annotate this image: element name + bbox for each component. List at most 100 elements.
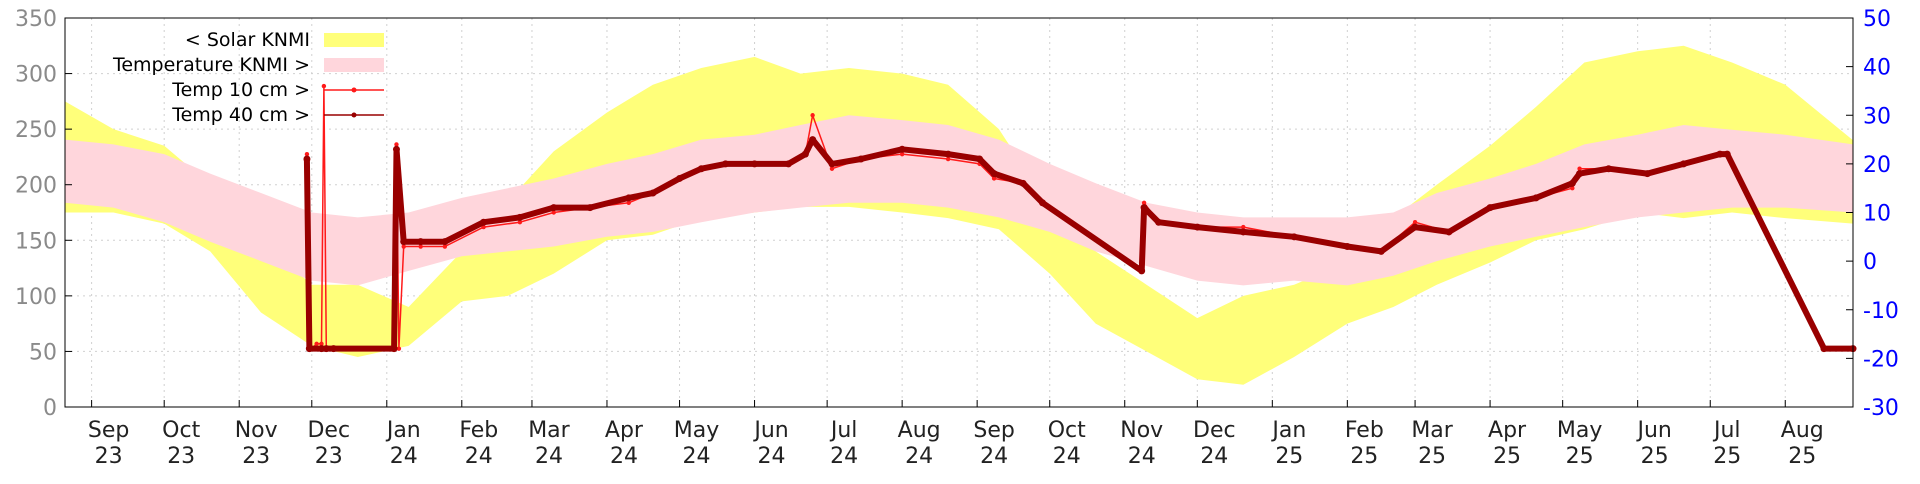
x-tick-year-20: 25 [1566, 444, 1594, 469]
y-right-tick-label-1: -20 [1863, 347, 1899, 372]
series-temp-40-cm-point-17 [697, 165, 705, 173]
series-temp-40-cm-point-21 [801, 150, 809, 158]
series-temp-40-cm-point-18 [722, 160, 730, 168]
x-tick-year-10: 24 [830, 444, 858, 469]
y-left-tick-label-7: 350 [15, 7, 57, 32]
x-tick-month-10: Jul [829, 418, 858, 443]
series-temp-40-cm-point-19 [751, 160, 759, 168]
series-temp-40-cm-point-2 [317, 345, 325, 353]
y-left-tick-label-3: 150 [15, 229, 57, 254]
series-temp-40-cm-point-37 [1343, 243, 1351, 251]
series-temp-40-cm-point-49 [1723, 150, 1731, 158]
x-tick-month-20: May [1557, 418, 1602, 443]
series-temp-10-cm-point-26 [810, 113, 815, 118]
legend-temperature-knmi-swatch [324, 58, 384, 72]
series-temp-10-cm-point-10 [396, 346, 402, 351]
y-right-tick-label-7: 40 [1863, 56, 1891, 81]
series-solar-knmi-band [65, 45, 1853, 385]
series-temp-40-cm-point-48 [1716, 150, 1724, 158]
y-right-tick-label-0: -30 [1863, 396, 1899, 421]
y-right-tick-label-8: 50 [1863, 7, 1891, 32]
x-tick-year-17: 25 [1350, 444, 1378, 469]
series-temp-40-cm-point-25 [898, 145, 906, 153]
x-tick-month-16: Jan [1270, 418, 1306, 443]
x-tick-month-14: Nov [1120, 418, 1163, 443]
legend-temp-10-cm-marker [351, 87, 357, 93]
x-tick-month-5: Feb [459, 418, 498, 443]
series-temp-40-cm-point-34 [1193, 223, 1201, 231]
series-temp-40-cm-point-9 [441, 238, 449, 246]
series-temp-40-cm-point-41 [1486, 204, 1494, 212]
y-right-tick-label-6: 30 [1863, 104, 1891, 129]
series-temp-10-cm-point-32 [991, 176, 997, 181]
x-tick-month-1: Oct [162, 418, 200, 443]
series-temp-10-cm-point-27 [829, 166, 835, 171]
y-right-tick-label-3: 0 [1863, 250, 1877, 275]
series-temp-10-cm-point-43 [1412, 220, 1418, 225]
series-temp-10-cm-point-0 [304, 151, 310, 157]
series-temp-10-cm-point-48 [1577, 166, 1582, 171]
y-left-tick-label-2: 100 [15, 285, 57, 310]
series-temp-40-cm-point-22 [809, 136, 817, 144]
x-tick-month-0: Sep [88, 418, 129, 443]
legend-temp-10-cm-label: Temp 10 cm > [171, 79, 310, 101]
x-tick-month-6: Mar [528, 418, 570, 443]
x-tick-month-22: Jul [1712, 418, 1741, 443]
series-temp-40-cm-point-14 [625, 194, 633, 202]
series-temp-40-cm-point-5 [390, 345, 398, 353]
series-temp-10-cm-point-12 [418, 244, 423, 249]
x-tick-month-19: Apr [1488, 418, 1527, 443]
x-tick-month-7: Apr [605, 418, 644, 443]
x-tick-month-17: Feb [1345, 418, 1384, 443]
legend-temp-40-cm-label: Temp 40 cm > [171, 104, 310, 126]
series-temp-40-cm-point-7 [400, 238, 408, 246]
series-temp-10-cm-point-5 [321, 83, 327, 89]
series-temp-40-cm-point-27 [976, 155, 984, 163]
x-tick-year-14: 24 [1128, 444, 1156, 469]
x-tick-month-23: Aug [1781, 418, 1824, 443]
x-tick-year-7: 24 [610, 444, 638, 469]
x-tick-month-18: Mar [1411, 418, 1453, 443]
series-temp-10-cm-point-47 [1570, 185, 1575, 191]
series-temp-40-cm-point-24 [857, 155, 865, 163]
series-temp-40-cm-point-15 [649, 189, 657, 197]
x-tick-month-12: Sep [973, 418, 1014, 443]
y-left-tick-label-4: 200 [15, 174, 57, 199]
x-tick-year-13: 24 [1053, 444, 1081, 469]
x-tick-year-22: 25 [1713, 444, 1741, 469]
series-temp-40-cm-point-11 [516, 213, 524, 221]
series-temp-40-cm-point-43 [1568, 179, 1576, 187]
series-temp-10-cm-point-39 [1241, 224, 1246, 230]
legend: < Solar KNMI Temperature KNMI > Temp 10 cm… [112, 29, 384, 126]
series-temp-40-cm-point-47 [1680, 160, 1688, 168]
series-temp-40-cm-point-20 [784, 160, 792, 168]
legend-solar-knmi-swatch [324, 33, 384, 47]
series-temp-10-cm-point-11 [401, 244, 406, 249]
series-temp-40-cm-point-8 [417, 238, 425, 246]
series-temp-40-cm-point-32 [1140, 204, 1148, 212]
y-left-tick-label-5: 250 [15, 118, 57, 143]
y-right-tick-label-4: 10 [1863, 202, 1891, 227]
series-temp-40-cm-point-28 [990, 170, 998, 178]
y-right-tick-label-2: -10 [1863, 299, 1899, 324]
series-temp-40-cm-point-35 [1239, 228, 1247, 236]
x-tick-month-11: Aug [898, 418, 941, 443]
x-tick-year-19: 25 [1493, 444, 1521, 469]
x-tick-year-16: 25 [1275, 444, 1303, 469]
series-temp-40-cm-point-44 [1576, 170, 1584, 178]
x-tick-year-5: 24 [465, 444, 493, 469]
series-temp-10-cm-point-29 [899, 151, 905, 157]
series-temp-10-cm-point-15 [517, 220, 523, 225]
x-tick-year-11: 24 [905, 444, 933, 469]
plot-series [65, 45, 1857, 385]
x-tick-year-4: 24 [390, 444, 418, 469]
x-tick-month-4: Jan [385, 418, 421, 443]
x-tick-month-3: Dec [307, 418, 350, 443]
x-tick-year-0: 23 [95, 444, 123, 469]
x-tick-month-2: Nov [235, 418, 278, 443]
x-tick-month-21: Jun [1635, 418, 1671, 443]
series-temp-40-cm-point-50 [1820, 345, 1828, 353]
series-temp-40-cm-point-42 [1532, 194, 1540, 202]
series-temp-40-cm-point-0 [303, 155, 311, 163]
